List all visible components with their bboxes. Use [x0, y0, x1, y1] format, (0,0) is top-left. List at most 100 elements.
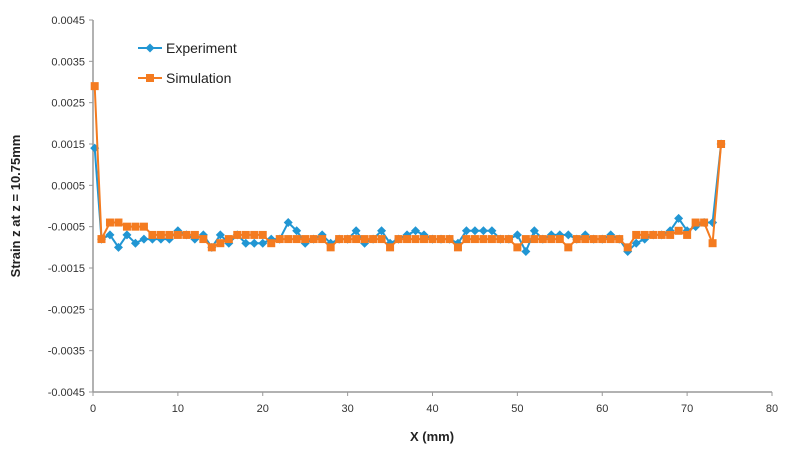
- simulation-point: [335, 235, 344, 244]
- x-tick-label: 60: [596, 403, 608, 415]
- experiment-point: [215, 230, 225, 240]
- simulation-point: [632, 230, 641, 239]
- experiment-point: [377, 226, 387, 236]
- simulation-point: [717, 140, 726, 148]
- simulation-point: [504, 235, 513, 244]
- simulation-point: [275, 235, 284, 244]
- y-tick-label: -0.0045: [48, 387, 85, 399]
- simulation-point: [513, 243, 522, 252]
- experiment-point: [105, 230, 115, 240]
- simulation-point: [131, 222, 140, 231]
- simulation-point: [683, 230, 692, 239]
- x-tick-label: 40: [426, 403, 438, 415]
- simulation-point: [436, 235, 445, 244]
- simulation-point: [691, 218, 700, 227]
- experiment-point: [529, 226, 539, 236]
- simulation-point: [173, 230, 182, 239]
- simulation-point: [428, 235, 437, 244]
- y-tick-label: 0.0035: [51, 56, 85, 68]
- experiment-point: [411, 226, 421, 236]
- simulation-line: [93, 86, 723, 249]
- y-tick-label: -0.0035: [48, 346, 85, 358]
- x-tick-label: 0: [90, 403, 96, 415]
- simulation-point: [394, 235, 403, 244]
- y-tick-label: 0.0045: [51, 15, 85, 27]
- simulation-point: [233, 230, 242, 239]
- x-tick-label: 80: [766, 403, 778, 415]
- simulation-point: [649, 230, 658, 239]
- simulation-point: [352, 235, 361, 244]
- simulation-point: [445, 235, 454, 244]
- experiment-point: [631, 238, 641, 248]
- y-tick-label: 0.0005: [51, 180, 85, 192]
- simulation-point: [224, 235, 233, 244]
- simulation-point: [496, 235, 505, 244]
- simulation-point: [386, 243, 395, 252]
- simulation-point: [708, 239, 717, 248]
- simulation-point: [326, 243, 335, 252]
- x-axis-label: X (mm): [410, 429, 454, 444]
- y-tick-label: 0.0015: [51, 139, 85, 151]
- simulation-point: [292, 235, 301, 244]
- simulation-point: [369, 235, 378, 244]
- experiment-point: [478, 226, 488, 236]
- experiment-point: [708, 218, 718, 228]
- simulation-point: [90, 82, 99, 91]
- simulation-point: [521, 235, 530, 244]
- simulation-point: [122, 222, 131, 231]
- experiment-point: [563, 230, 573, 240]
- simulation-point: [216, 239, 225, 248]
- simulation-point: [487, 235, 496, 244]
- simulation-point: [615, 235, 624, 244]
- simulation-point: [657, 230, 666, 239]
- simulation-point: [258, 230, 267, 239]
- simulation-point: [97, 235, 106, 244]
- y-axis-label: Strain z at z = 10.75mm: [8, 135, 23, 278]
- legend-marker: [146, 74, 154, 82]
- simulation-point: [301, 235, 310, 244]
- experiment-point: [122, 230, 132, 240]
- simulation-point: [589, 235, 598, 244]
- simulation-point: [403, 235, 412, 244]
- simulation-point: [182, 230, 191, 239]
- simulation-point: [581, 235, 590, 244]
- simulation-point: [207, 243, 216, 252]
- simulation-point: [530, 235, 539, 244]
- simulation-point: [555, 235, 564, 244]
- simulation-point: [156, 230, 165, 239]
- y-tick-label: 0.0025: [51, 98, 85, 110]
- experiment-point: [470, 226, 480, 236]
- experiment-point: [461, 226, 471, 236]
- experiment-point: [292, 226, 302, 236]
- simulation-point: [598, 235, 607, 244]
- series-simulation: [90, 82, 726, 252]
- legend-item-simulation: Simulation: [138, 70, 231, 86]
- experiment-point: [258, 238, 268, 248]
- simulation-point: [453, 243, 462, 252]
- y-tick-label: -0.0005: [48, 222, 85, 234]
- simulation-point: [462, 235, 471, 244]
- legend-label: Simulation: [166, 70, 231, 86]
- simulation-point: [674, 226, 683, 235]
- simulation-point: [267, 239, 276, 248]
- legend-marker: [145, 43, 155, 53]
- experiment-point: [113, 242, 123, 252]
- simulation-point: [538, 235, 547, 244]
- experiment-point: [249, 238, 259, 248]
- simulation-point: [139, 222, 148, 231]
- simulation-point: [190, 230, 199, 239]
- simulation-point: [114, 218, 123, 227]
- simulation-point: [666, 230, 675, 239]
- simulation-point: [470, 235, 479, 244]
- simulation-point: [343, 235, 352, 244]
- simulation-point: [572, 235, 581, 244]
- simulation-point: [199, 235, 208, 244]
- y-tick-label: -0.0025: [48, 304, 85, 316]
- simulation-point: [377, 235, 386, 244]
- simulation-point: [564, 243, 573, 252]
- simulation-point: [309, 235, 318, 244]
- simulation-point: [700, 218, 709, 227]
- experiment-point: [351, 226, 361, 236]
- simulation-point: [623, 243, 632, 252]
